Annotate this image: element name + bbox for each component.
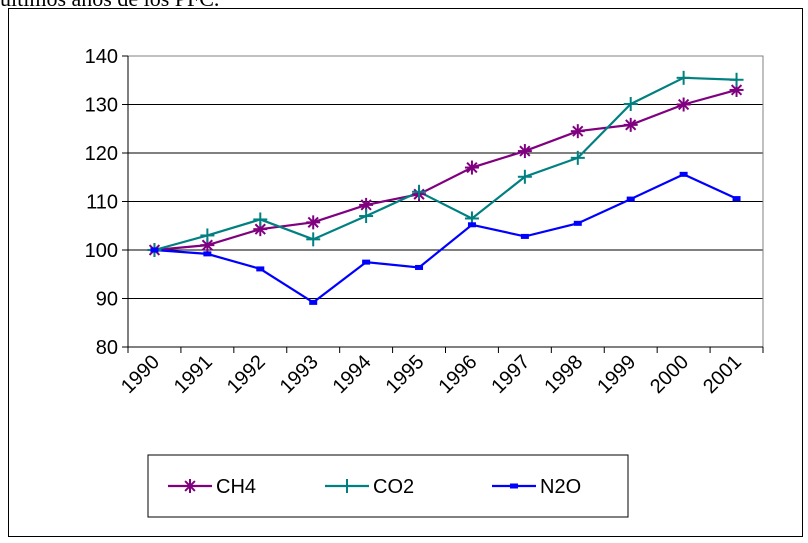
legend-label: N2O: [540, 476, 581, 498]
data-point-marker: [412, 184, 427, 199]
x-tick-label: 1992: [223, 351, 270, 398]
caption-text-fragment: últimos años de los PFC.: [0, 0, 219, 12]
series-lines: [154, 76, 737, 304]
data-point-marker: [253, 212, 268, 227]
data-point-marker: [415, 264, 424, 270]
x-tick-label: 1999: [593, 351, 640, 398]
x-tick-label: 2001: [699, 351, 746, 398]
legend-box: [147, 454, 629, 518]
data-point-marker: [359, 197, 374, 212]
series-line-ch4: [154, 88, 737, 252]
data-point-marker: [359, 209, 374, 224]
x-tick-label: 1991: [170, 351, 217, 398]
x-tick-label: 1996: [434, 351, 481, 398]
data-point-marker: [623, 97, 638, 112]
data-point-marker: [183, 479, 197, 493]
data-point-marker: [729, 72, 744, 87]
chart-frame: [8, 8, 803, 537]
data-point-marker: [626, 196, 635, 202]
data-point-marker: [203, 251, 212, 257]
data-point-marker: [256, 266, 265, 272]
x-tick-labels: 1990 1991 1992 1993 1994 1995 1996 1997 1998 1999…: [117, 351, 746, 398]
data-point-marker: [340, 479, 354, 493]
data-point-marker: [623, 117, 638, 132]
axes: [122, 55, 764, 353]
x-tick-label: 1990: [117, 351, 164, 398]
data-point-marker: [676, 97, 691, 112]
data-point-marker: [510, 483, 518, 489]
y-tick-label: 80: [96, 337, 118, 359]
x-tick-label: 1997: [487, 351, 534, 398]
y-tick-label: 140: [85, 46, 118, 68]
legend: CH4 CO2 N2O: [147, 454, 629, 518]
data-point-marker: [464, 160, 479, 175]
data-point-marker: [570, 124, 585, 139]
data-point-marker: [520, 233, 529, 239]
data-point-marker: [306, 232, 321, 247]
x-tick-label: 2000: [646, 351, 693, 398]
legend-label: CO2: [373, 476, 414, 498]
data-point-marker: [732, 196, 741, 202]
data-point-marker: [679, 171, 688, 177]
series-line-co2: [154, 76, 737, 252]
data-point-marker: [253, 222, 268, 237]
x-tick-label: 1995: [382, 351, 429, 398]
series-markers: [147, 70, 744, 305]
data-point-marker: [362, 259, 371, 265]
x-tick-label: 1994: [329, 351, 376, 398]
y-tick-label: 120: [85, 143, 118, 165]
data-point-marker: [517, 169, 532, 184]
y-tick-label: 90: [96, 289, 118, 311]
y-tick-labels: 80 90 100 110 120 130 140: [85, 46, 118, 359]
y-tick-label: 100: [85, 240, 118, 262]
data-point-marker: [306, 215, 321, 230]
data-point-marker: [150, 247, 159, 253]
legend-label: CH4: [216, 476, 256, 498]
data-point-marker: [309, 299, 318, 305]
y-tick-label: 110: [86, 192, 118, 214]
x-tick-label: 1998: [540, 351, 587, 398]
data-point-marker: [467, 222, 476, 228]
data-point-marker: [573, 220, 582, 226]
data-point-marker: [200, 228, 215, 243]
data-point-marker: [517, 144, 532, 159]
data-point-marker: [676, 70, 691, 85]
series-line-n2o: [154, 173, 737, 304]
y-tick-label: 130: [85, 95, 118, 117]
gridlines: [128, 55, 763, 348]
data-point-marker: [570, 150, 585, 165]
x-tick-label: 1993: [276, 351, 323, 398]
